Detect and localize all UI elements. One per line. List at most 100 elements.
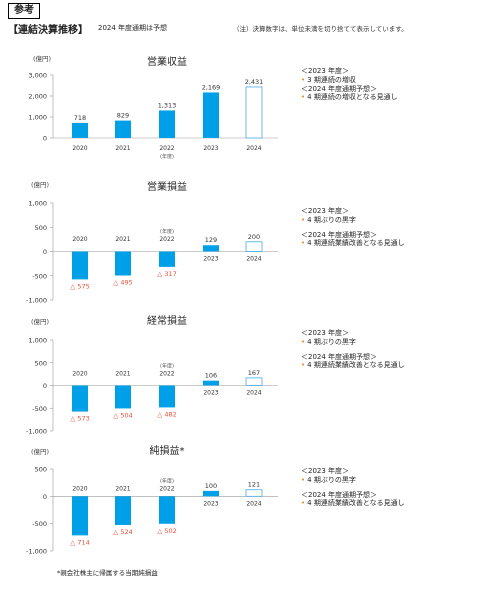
bar-2021 — [115, 251, 131, 276]
bar-2023 — [203, 380, 219, 386]
data-label: 167 — [248, 369, 260, 377]
operating-income-chart: 営業損益 (億円) 1,000 500 0 -500 -1,000 △ 575 2020 △ 49… — [26, 180, 278, 305]
chart-title: 経常損益 — [147, 314, 187, 327]
data-label: △ 524 — [113, 528, 132, 536]
y-tick-label: 1,000 — [28, 337, 47, 345]
commentary-point-fy2024: 4 期連続の増収となる見通し — [307, 93, 398, 102]
commentary-point-fy2023: 4 期ぶりの黒字 — [307, 337, 356, 346]
x-tick-label: 2020 — [72, 236, 87, 243]
data-label: △ 495 — [113, 279, 132, 287]
truncation-note: （注）決算数字は、単位未満を切り捨てて表示しています。 — [233, 25, 408, 33]
x-tick-label: 2023 — [203, 145, 218, 152]
bar-2022 — [159, 251, 175, 267]
x-tick-label: 2020 — [72, 145, 87, 152]
commentary-point-fy2024: 4 期連続業績改善となる見通し — [307, 499, 405, 508]
y-tick-label: 0 — [43, 248, 47, 256]
commentary-revenue: ＜2023 年度＞ • 3 期連続の増収 ＜2024 年度通期予想＞ • 4 期連続… — [301, 67, 398, 102]
y-tick-label: -500 — [32, 520, 47, 528]
unit-label: (億円) — [31, 447, 49, 456]
bar-forecast-2024 — [245, 241, 263, 252]
data-label: △ 714 — [70, 538, 89, 546]
y-tick-label: 1,000 — [28, 200, 47, 208]
data-label: 129 — [205, 236, 217, 244]
x-tick-label: 2021 — [115, 370, 130, 377]
x-tick-label: 2022 — [159, 370, 174, 377]
commentary-point-fy2023: 4 期ぶりの黒字 — [307, 215, 356, 224]
commentary-operating-income: ＜2023 年度＞ • 4 期ぶりの黒字 ＜2024 年度通期予想＞ • 4 期連続… — [301, 207, 405, 248]
bullet-icon: • — [301, 93, 306, 102]
bar-2021 — [115, 120, 131, 138]
x-tick-label: 2020 — [72, 370, 87, 377]
x-tick-label: 2021 — [115, 236, 130, 243]
y-tick-label: 2,000 — [28, 93, 47, 101]
data-label: △ 482 — [157, 410, 176, 418]
bar-2023 — [203, 92, 219, 138]
x-tick-label: 2023 — [203, 390, 218, 397]
forecast-subtitle: 2024 年度通期は予想 — [98, 24, 168, 32]
unit-label: (億円) — [33, 54, 51, 63]
x-tick-label: 2022 — [159, 485, 174, 492]
commentary-heading-fy2024: ＜2024 年度通期予想＞ — [301, 84, 378, 93]
x-tick-label: 2024 — [246, 500, 261, 507]
chart-title: 営業収益 — [147, 55, 187, 68]
commentary-point-fy2024: 4 期連続業績改善となる見通し — [307, 239, 405, 248]
commentary-point-fy2023: 4 期ぶりの黒字 — [307, 475, 356, 484]
data-label: △ 504 — [113, 411, 132, 419]
chart-title: 純損益* — [150, 444, 185, 457]
x-tick-label: 2021 — [115, 485, 130, 492]
commentary-point-fy2023: 3 期連続の増収 — [307, 75, 356, 84]
commentary-heading-fy2023: ＜2023 年度＞ — [301, 207, 350, 215]
data-label: 2,169 — [202, 83, 221, 91]
x-tick-label: 2020 — [72, 485, 87, 492]
bar-2020 — [72, 122, 88, 138]
commentary-point-fy2024: 4 期連続業績改善となる見通し — [307, 361, 405, 370]
commentary-heading-fy2023: ＜2023 年度＞ — [301, 467, 350, 475]
bar-2021 — [115, 496, 131, 525]
footnote: *親会社株主に帰属する当期純損益 — [57, 569, 158, 577]
fiscal-year-note: (年度) — [160, 153, 174, 160]
commentary-heading-fy2023: ＜2023 年度＞ — [301, 329, 350, 337]
bar-2020 — [72, 251, 88, 280]
bar-2023 — [203, 490, 219, 497]
y-tick-label: 1,000 — [28, 114, 47, 122]
commentary-heading-fy2024: ＜2024 年度通期予想＞ — [301, 490, 378, 499]
y-tick-label: -500 — [32, 272, 47, 280]
commentary-heading-fy2024: ＜2024 年度通期予想＞ — [301, 352, 378, 361]
data-label: 718 — [74, 114, 86, 122]
bar-forecast-2024 — [245, 377, 263, 386]
y-tick-label: 500 — [35, 466, 47, 474]
y-tick-label: -1,000 — [26, 428, 47, 436]
bar-2020 — [72, 385, 88, 412]
fiscal-year-note: (年度) — [160, 362, 174, 369]
revenue-chart: 営業収益 (億円) 0 1,000 2,000 3,000 718 2020 829 2021 1,… — [28, 54, 278, 160]
x-tick-label: 2024 — [246, 256, 261, 263]
bullet-icon: • — [301, 499, 306, 508]
bar-2023 — [203, 245, 219, 252]
x-tick-label: 2022 — [159, 145, 174, 152]
data-label: 1,313 — [158, 101, 177, 109]
bar-2020 — [72, 496, 88, 536]
bullet-icon: • — [301, 337, 306, 346]
x-tick-label: 2022 — [159, 236, 174, 243]
commentary-ordinary-income: ＜2023 年度＞ • 4 期ぶりの黒字 ＜2024 年度通期予想＞ • 4 期連続… — [301, 329, 405, 370]
data-label: 121 — [248, 481, 260, 489]
y-tick-label: -1,000 — [26, 548, 47, 556]
y-tick-label: 500 — [35, 224, 47, 232]
bar-forecast-2024 — [245, 489, 263, 497]
x-tick-label: 2024 — [246, 390, 261, 397]
fiscal-year-note: (年度) — [160, 228, 174, 235]
unit-label: (億円) — [31, 180, 49, 189]
net-income-chart: 純損益* (億円) 500 0 -500 -1,000 △ 714 2020 △ 524 2021… — [26, 444, 278, 556]
data-label: 106 — [205, 372, 217, 380]
y-tick-label: -500 — [32, 405, 47, 413]
bar-2022 — [159, 496, 175, 524]
chart-title: 営業損益 — [147, 180, 187, 193]
ordinary-income-chart: 経常損益 (億円) 1,000 500 0 -500 -1,000 △ 573 2020 △ 50… — [26, 314, 278, 436]
bullet-icon: • — [301, 239, 306, 248]
x-tick-label: 2023 — [203, 256, 218, 263]
y-tick-label: -1,000 — [26, 297, 47, 305]
bar-forecast-2024 — [245, 86, 263, 139]
y-tick-label: 500 — [35, 359, 47, 367]
data-label: △ 573 — [70, 415, 89, 423]
x-tick-label: 2024 — [246, 145, 261, 152]
